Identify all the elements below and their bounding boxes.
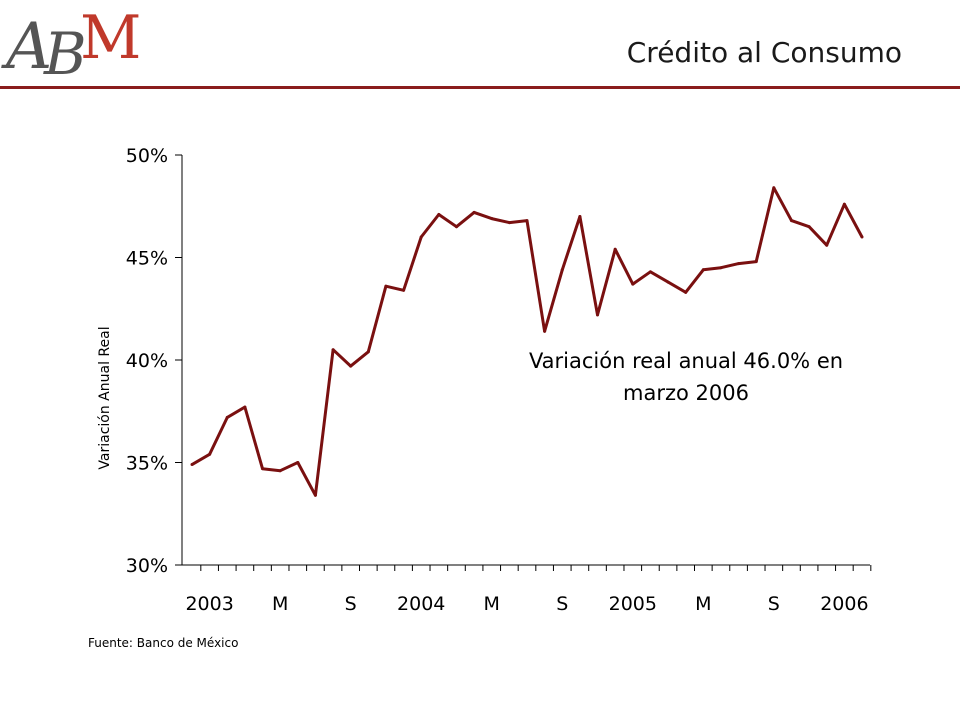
x-tick-label: S — [556, 593, 568, 615]
x-tick-label: 2005 — [609, 593, 657, 615]
page-title: Crédito al Consumo — [626, 36, 902, 69]
data-point — [507, 221, 511, 225]
data-point — [454, 225, 458, 229]
data-point — [313, 493, 317, 497]
data-point — [666, 280, 670, 284]
y-axis-label: Variación Anual Real — [97, 326, 113, 469]
y-tick-label: 50% — [126, 145, 168, 167]
logo-letter-a: A — [1, 10, 52, 84]
data-point — [402, 288, 406, 292]
data-point — [490, 217, 494, 221]
x-tick-label: S — [768, 593, 780, 615]
data-point — [525, 219, 529, 223]
data-point — [719, 266, 723, 270]
data-point — [807, 225, 811, 229]
data-point — [225, 415, 229, 419]
annotation-line-1: Variación real anual 46.0% en — [529, 349, 843, 373]
data-point — [825, 243, 829, 247]
data-point — [208, 452, 212, 456]
data-point — [860, 235, 864, 239]
data-point — [472, 210, 476, 214]
x-tick-label: 2004 — [397, 593, 445, 615]
data-point — [278, 469, 282, 473]
logo-letter-b: B — [43, 20, 87, 88]
data-point — [789, 219, 793, 223]
data-point — [331, 348, 335, 352]
data-point — [296, 461, 300, 464]
data-point — [842, 202, 846, 206]
x-tick-label: M — [695, 593, 711, 615]
data-point — [701, 268, 705, 272]
source-note: Fuente: Banco de México — [88, 636, 239, 650]
data-point — [243, 405, 247, 409]
data-point — [366, 350, 370, 354]
data-point — [772, 186, 776, 190]
data-point — [737, 262, 741, 266]
series-line-credito-consumo — [191, 186, 864, 497]
data-point — [419, 235, 423, 239]
data-point — [684, 290, 688, 294]
data-point — [754, 260, 758, 264]
data-point — [190, 463, 194, 467]
data-point — [261, 467, 265, 471]
data-point — [543, 329, 547, 333]
annotation-line-2: marzo 2006 — [623, 381, 749, 405]
data-point — [578, 215, 582, 218]
x-axis-ticks: 2003 M S 2004 M S 2005 M S 2006 — [185, 565, 872, 615]
data-point — [384, 284, 388, 288]
data-point — [437, 212, 441, 216]
data-point — [631, 282, 635, 286]
y-tick-label: 40% — [126, 350, 168, 372]
x-tick-label: M — [484, 593, 500, 615]
title-divider — [0, 86, 960, 89]
x-tick-label: M — [272, 593, 288, 615]
y-tick-label: 30% — [126, 555, 168, 577]
logo-letter-m: M — [80, 3, 140, 73]
y-axis-ticks: 30% 35% 40% 45% 50% — [126, 145, 182, 577]
y-tick-label: 45% — [126, 248, 168, 270]
abm-logo: A B M — [1, 3, 140, 88]
x-tick-label: 2006 — [820, 593, 868, 615]
data-point — [596, 313, 600, 317]
data-point — [613, 247, 617, 251]
data-point — [349, 364, 353, 368]
x-tick-label: S — [345, 593, 357, 615]
data-point — [560, 268, 564, 272]
data-point — [648, 270, 652, 274]
y-tick-label: 35% — [126, 453, 168, 475]
x-tick-label: 2003 — [185, 593, 233, 615]
series-points — [190, 186, 864, 497]
